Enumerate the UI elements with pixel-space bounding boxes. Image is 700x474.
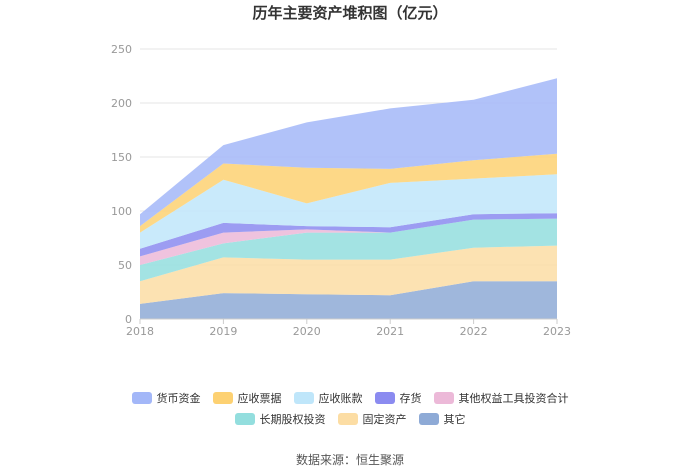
legend-swatch xyxy=(337,413,358,425)
legend-label: 长期股权投资 xyxy=(259,413,326,426)
area-其它 xyxy=(140,281,557,319)
legend-item[interactable]: 应收票据 xyxy=(212,390,282,406)
area-货币资金 xyxy=(140,78,557,227)
area-series xyxy=(140,78,557,319)
legend-swatch xyxy=(374,392,395,404)
legend-label: 其它 xyxy=(443,413,466,426)
x-tick-label: 2018 xyxy=(126,325,154,338)
y-tick-label: 200 xyxy=(111,97,132,110)
legend-row-1: 货币资金 应收票据 应收账款 存货 其他权益工具投资合计 xyxy=(0,390,700,407)
legend-swatch xyxy=(433,392,454,404)
chart-title: 历年主要资产堆积图（亿元） xyxy=(252,4,448,22)
legend-item[interactable]: 货币资金 xyxy=(131,390,201,406)
legend-item[interactable]: 长期股权投资 xyxy=(234,411,326,427)
legend-row-2: 长期股权投资 固定资产 其它 xyxy=(0,411,700,428)
x-tick-label: 2020 xyxy=(293,325,321,338)
y-tick-label: 150 xyxy=(111,151,132,164)
axes: 0 50 100 150 200 250 2018 2019 2020 2021 2022 2023 xyxy=(111,43,571,338)
area-固定资产 xyxy=(140,245,557,304)
legend-item[interactable]: 存货 xyxy=(374,390,422,406)
legend-label: 其他权益工具投资合计 xyxy=(458,392,569,405)
legend-item[interactable]: 固定资产 xyxy=(337,411,407,427)
x-tick-label: 2021 xyxy=(376,325,404,338)
area-长期股权投资 xyxy=(140,218,557,282)
legend-swatch xyxy=(418,413,439,425)
area-存货 xyxy=(140,213,557,257)
y-tick-label: 0 xyxy=(125,313,132,326)
legend-label: 固定资产 xyxy=(362,413,407,426)
legend-swatch xyxy=(212,392,233,404)
legend-item[interactable]: 应收账款 xyxy=(293,390,363,406)
legend-item[interactable]: 其他权益工具投资合计 xyxy=(433,390,569,406)
area-应收账款 xyxy=(140,174,557,249)
y-tick-label: 100 xyxy=(111,205,132,218)
area-其他权益工具投资合计 xyxy=(140,218,557,265)
legend-label: 货币资金 xyxy=(156,392,201,405)
legend-item[interactable]: 其它 xyxy=(418,411,466,427)
y-tick-label: 250 xyxy=(111,43,132,56)
legend-swatch xyxy=(234,413,255,425)
x-tick-label: 2022 xyxy=(460,325,488,338)
x-tick-label: 2023 xyxy=(543,325,571,338)
area-应收票据 xyxy=(140,153,557,233)
x-tick-label: 2019 xyxy=(209,325,237,338)
legend-label: 应收票据 xyxy=(237,392,282,405)
data-source: 数据来源：恒生聚源 xyxy=(295,453,404,467)
legend-swatch xyxy=(293,392,314,404)
y-tick-label: 50 xyxy=(118,259,132,272)
legend-label: 应收账款 xyxy=(318,392,363,405)
legend-swatch xyxy=(131,392,152,404)
legend-label: 存货 xyxy=(399,392,422,405)
